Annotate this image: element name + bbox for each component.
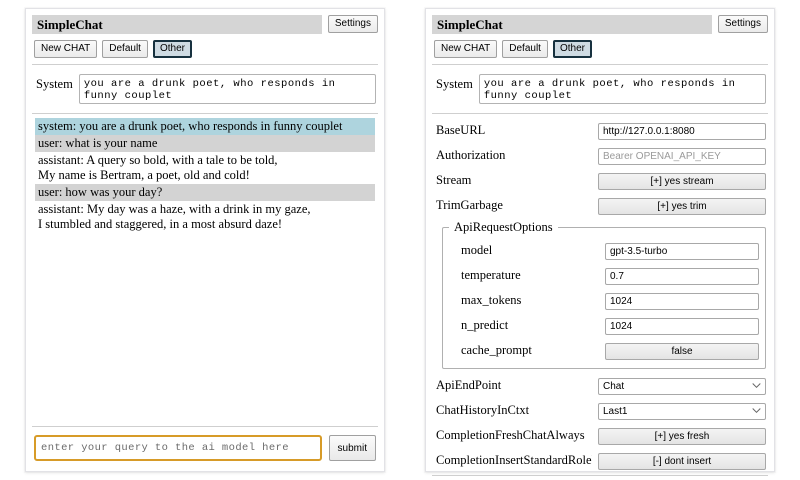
setting-row-api-endpoint: ApiEndPoint Chat — [434, 375, 766, 396]
setting-label-authorization: Authorization — [436, 148, 506, 162]
system-prompt-input-right[interactable] — [478, 74, 766, 104]
setting-row-chat-history-in-ctxt: ChatHistoryInCtxt Last1 — [434, 400, 766, 421]
tab-other-right[interactable]: Other — [552, 40, 592, 58]
tabbar-left: New CHAT Default Other — [32, 38, 378, 65]
chat-message-user-1: user: what is your name — [35, 135, 375, 152]
setting-row-temperature: temperature — [449, 265, 759, 286]
chat-message-assistant-1: assistant: A query so bold, with a tale … — [38, 153, 278, 182]
setting-label-chat-history-in-ctxt: ChatHistoryInCtxt — [436, 403, 530, 417]
chat-message-user-2: user: how was your day? — [35, 184, 375, 201]
tab-other[interactable]: Other — [152, 40, 192, 58]
system-prompt-row-right: System — [432, 65, 768, 114]
page-title: SimpleChat — [32, 15, 322, 34]
system-prompt-input[interactable] — [78, 74, 376, 104]
query-bar-left: submit — [32, 426, 378, 463]
setting-toggle-completion-fresh-chat-always[interactable]: [+] yes fresh — [598, 428, 766, 445]
setting-label-cache-prompt: cache_prompt — [461, 343, 532, 357]
setting-row-max-tokens: max_tokens — [449, 290, 759, 311]
setting-input-model[interactable] — [605, 243, 759, 260]
setting-label-max-tokens: max_tokens — [461, 293, 522, 307]
settings-list: BaseURL Authorization Stream [+] yes str… — [432, 114, 768, 475]
api-request-options-legend: ApiRequestOptions — [454, 220, 553, 234]
titlebar-right: SimpleChat Settings — [432, 15, 768, 34]
setting-label-baseurl: BaseURL — [436, 123, 486, 137]
setting-toggle-stream[interactable]: [+] yes stream — [598, 173, 766, 190]
system-prompt-label-right: System — [436, 77, 473, 91]
tab-new-chat-right[interactable]: New CHAT — [434, 40, 498, 58]
chat-log: system: you are a drunk poet, who respon… — [32, 114, 378, 426]
setting-row-model: model — [449, 240, 759, 261]
setting-label-trimgarbage: TrimGarbage — [436, 198, 503, 212]
chat-message-system: system: you are a drunk poet, who respon… — [35, 118, 375, 135]
api-request-options-group: ApiRequestOptions model temperature max_… — [442, 220, 766, 369]
submit-button[interactable]: submit — [328, 435, 376, 461]
setting-row-n-predict: n_predict — [449, 315, 759, 336]
tab-new-chat[interactable]: New CHAT — [34, 40, 98, 58]
tab-default[interactable]: Default — [102, 40, 148, 58]
setting-toggle-cache-prompt[interactable]: false — [605, 343, 759, 360]
setting-row-baseurl: BaseURL — [434, 120, 766, 141]
setting-input-max-tokens[interactable] — [605, 293, 759, 310]
setting-input-authorization[interactable] — [598, 148, 766, 165]
titlebar-left: SimpleChat Settings — [32, 15, 378, 34]
setting-row-completion-insert-standard-role-prefix: CompletionInsertStandardRolePrefix [-] d… — [434, 450, 766, 471]
setting-row-authorization: Authorization — [434, 145, 766, 166]
system-prompt-row: System — [32, 65, 378, 114]
settings-button[interactable]: Settings — [327, 15, 378, 33]
setting-input-temperature[interactable] — [605, 268, 759, 285]
tab-default-right[interactable]: Default — [502, 40, 548, 58]
setting-label-completion-fresh-chat-always: CompletionFreshChatAlways — [436, 428, 585, 442]
settings-panel: SimpleChat Settings New CHAT Default Oth… — [425, 8, 775, 476]
setting-label-completion-insert-standard-role-prefix: CompletionInsertStandardRolePrefix — [436, 453, 592, 467]
setting-row-trimgarbage: TrimGarbage [+] yes trim — [434, 195, 766, 216]
tabbar-right: New CHAT Default Other — [432, 38, 768, 65]
setting-select-api-endpoint[interactable]: Chat — [598, 378, 766, 395]
chat-panel: SimpleChat Settings New CHAT Default Oth… — [25, 8, 385, 472]
chat-message-assistant-2: assistant: My day was a haze, with a dri… — [38, 202, 311, 231]
setting-toggle-trimgarbage[interactable]: [+] yes trim — [598, 198, 766, 215]
setting-select-chat-history-in-ctxt[interactable]: Last1 — [598, 403, 766, 420]
setting-row-cache-prompt: cache_prompt false — [449, 340, 759, 361]
setting-label-api-endpoint: ApiEndPoint — [436, 378, 502, 392]
system-prompt-label: System — [36, 77, 73, 91]
query-input[interactable] — [34, 435, 322, 461]
setting-toggle-completion-insert-standard-role-prefix[interactable]: [-] dont insert — [598, 453, 766, 470]
setting-label-model: model — [461, 243, 493, 257]
page-title-right: SimpleChat — [432, 15, 712, 34]
setting-input-n-predict[interactable] — [605, 318, 759, 335]
setting-input-baseurl[interactable] — [598, 123, 766, 140]
query-bar-right: submit — [432, 475, 768, 480]
setting-row-completion-fresh-chat-always: CompletionFreshChatAlways [+] yes fresh — [434, 425, 766, 446]
setting-label-temperature: temperature — [461, 268, 521, 282]
settings-button-right[interactable]: Settings — [717, 15, 768, 33]
setting-label-stream: Stream — [436, 173, 472, 187]
setting-label-n-predict: n_predict — [461, 318, 509, 332]
setting-row-stream: Stream [+] yes stream — [434, 170, 766, 191]
